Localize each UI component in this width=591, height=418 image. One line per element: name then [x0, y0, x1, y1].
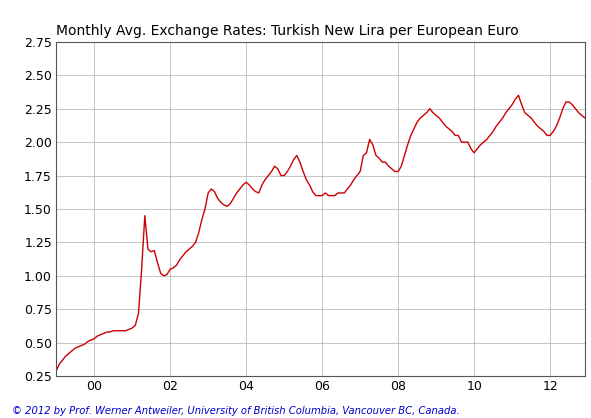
- Text: Monthly Avg. Exchange Rates: Turkish New Lira per European Euro: Monthly Avg. Exchange Rates: Turkish New…: [56, 24, 519, 38]
- Text: © 2012 by Prof. Werner Antweiler, University of British Columbia, Vancouver BC, : © 2012 by Prof. Werner Antweiler, Univer…: [12, 406, 459, 416]
